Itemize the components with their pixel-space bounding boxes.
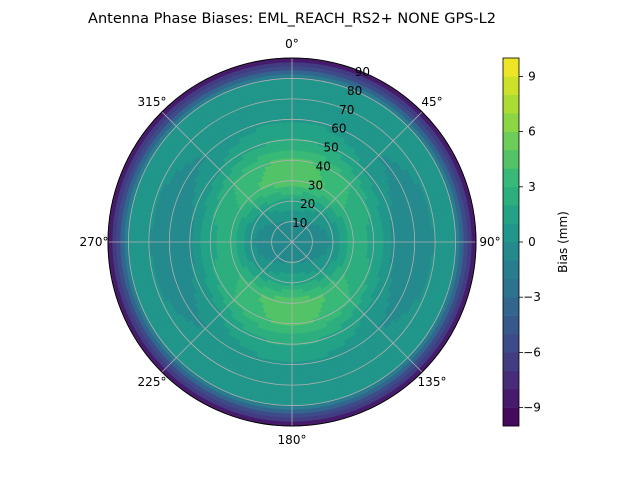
- contour-fill: [107, 57, 477, 427]
- polar-plot: 0°45°90°135°180°225°270°315°102030405060…: [80, 37, 501, 447]
- chart-title: Antenna Phase Biases: EML_REACH_RS2+ NON…: [88, 11, 496, 27]
